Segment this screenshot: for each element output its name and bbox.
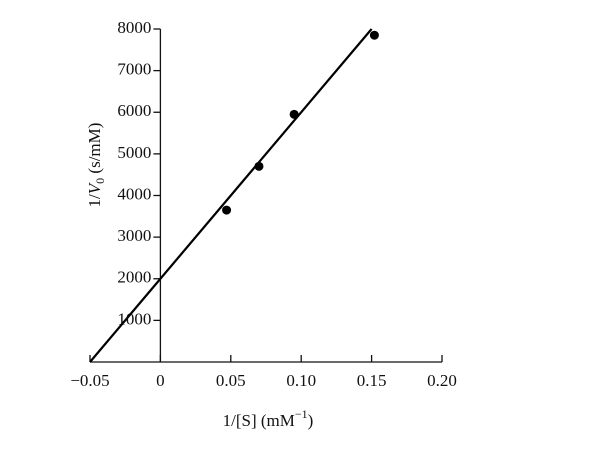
fit-line (89, 28, 373, 363)
x-label-sup: −1 (295, 407, 308, 421)
x-tick-label: 0.20 (427, 371, 457, 390)
data-point (289, 109, 299, 119)
data-point (254, 161, 264, 171)
data-point (222, 205, 232, 215)
y-tick-label: 4000 (117, 184, 151, 203)
x-tick-label: 0 (156, 371, 165, 390)
y-tick-label: 8000 (117, 18, 151, 37)
x-tick-label: 0.10 (286, 371, 316, 390)
y-label-prefix: 1/ (85, 194, 104, 208)
x-label-close: ) (308, 411, 314, 430)
y-tick-label: 3000 (117, 226, 151, 245)
x-tick-label: 0.05 (216, 371, 246, 390)
y-tick-label: 1000 (117, 309, 151, 328)
y-label-sub: 0 (93, 178, 107, 184)
data-point (369, 30, 379, 40)
y-label-var: V (85, 181, 104, 194)
y-tick-label: 2000 (117, 268, 151, 287)
y-tick-label: 6000 (117, 101, 151, 120)
x-axis-label: 1/[S] (mM−1) (223, 407, 314, 430)
x-tick-label: −0.05 (70, 371, 109, 390)
y-label-unit: (s/mM) (85, 123, 104, 178)
x-tick-label: 0.15 (357, 371, 387, 390)
y-axis-label: 1/V0 (s/mM) (85, 123, 107, 208)
y-tick-label: 7000 (117, 60, 151, 79)
x-label-text: 1/[S] (mM (223, 411, 295, 430)
y-tick-label: 5000 (117, 143, 151, 162)
